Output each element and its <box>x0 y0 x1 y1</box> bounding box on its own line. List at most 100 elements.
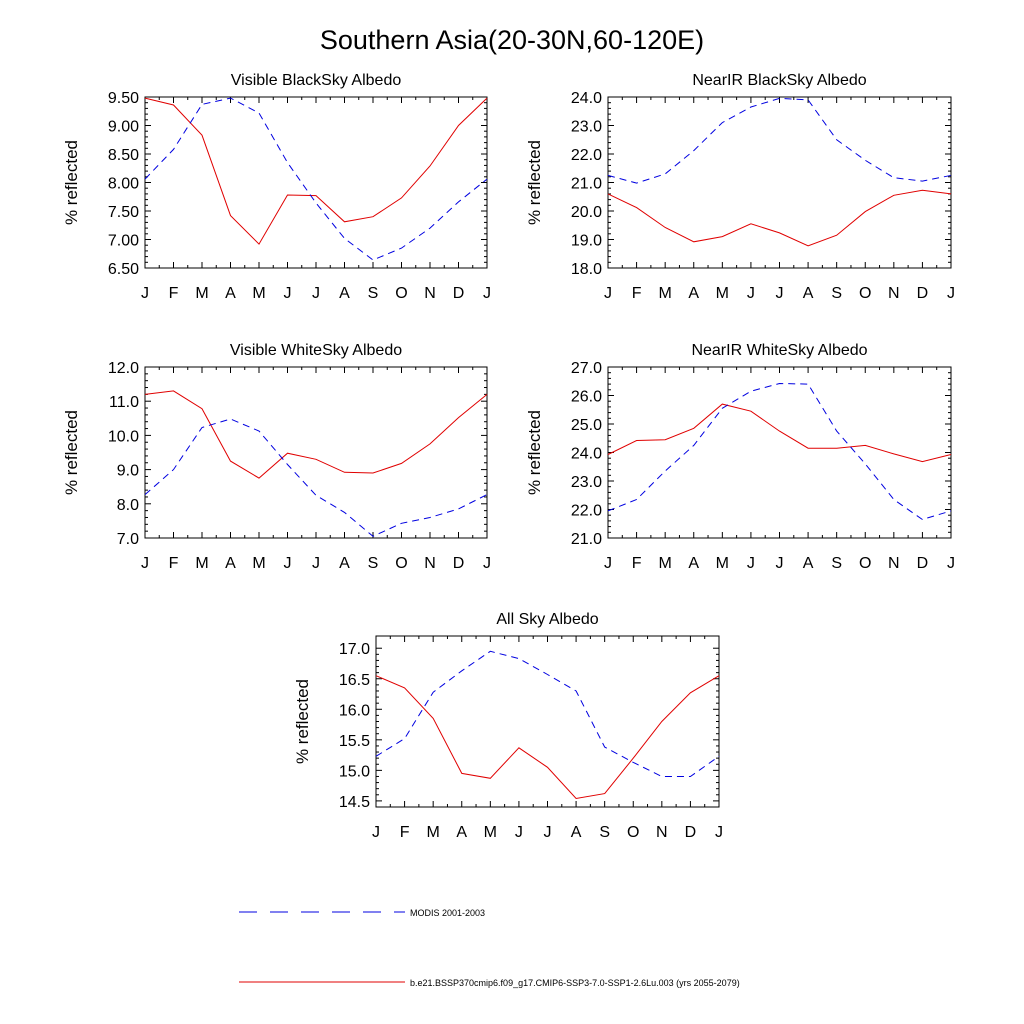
y-tick-label: 22.0 <box>571 503 602 520</box>
x-tick-label: F <box>632 555 642 572</box>
x-tick-label: J <box>747 555 755 572</box>
x-tick-label: A <box>688 285 699 302</box>
x-tick-label: A <box>339 555 350 572</box>
x-tick-label: J <box>776 555 784 572</box>
x-tick-label: O <box>395 285 407 302</box>
x-tick-label: F <box>632 285 642 302</box>
figure-title: Southern Asia(20-30N,60-120E) <box>320 25 704 55</box>
series-line-model <box>144 97 488 245</box>
x-tick-label: S <box>831 285 842 302</box>
x-tick-label: N <box>888 555 900 572</box>
x-tick-label: D <box>453 285 465 302</box>
x-tick-label: A <box>339 285 350 302</box>
x-tick-label: S <box>599 824 610 841</box>
y-tick-label: 7.0 <box>117 531 139 548</box>
x-tick-label: J <box>715 824 723 841</box>
x-tick-label: J <box>747 285 755 302</box>
x-tick-label: J <box>483 285 491 302</box>
y-tick-label: 16.5 <box>339 672 370 689</box>
y-tick-label: 21.0 <box>571 531 602 548</box>
y-tick-label: 6.50 <box>108 261 139 278</box>
x-tick-label: S <box>368 555 379 572</box>
x-tick-label: F <box>169 285 179 302</box>
y-tick-label: 9.0 <box>117 463 139 480</box>
plot-frame <box>607 366 952 539</box>
y-tick-label: 21.0 <box>571 176 602 193</box>
plot-frame <box>375 635 720 808</box>
x-tick-label: J <box>604 555 612 572</box>
y-tick-label: 10.0 <box>108 428 139 445</box>
x-tick-label: M <box>252 555 265 572</box>
x-tick-label: N <box>888 285 900 302</box>
x-tick-label: J <box>544 824 552 841</box>
x-tick-label: M <box>195 555 208 572</box>
x-tick-label: S <box>831 555 842 572</box>
y-axis-label: % reflected <box>62 140 81 225</box>
y-tick-label: 9.50 <box>108 90 139 107</box>
y-tick-label: 18.0 <box>571 261 602 278</box>
x-tick-label: J <box>372 824 380 841</box>
y-tick-label: 15.5 <box>339 733 370 750</box>
y-tick-label: 11.0 <box>109 394 139 411</box>
y-tick-label: 24.0 <box>571 446 602 463</box>
y-tick-label: 16.0 <box>339 702 370 719</box>
x-tick-label: J <box>483 555 491 572</box>
panel-title: NearIR WhiteSky Albedo <box>691 342 867 359</box>
plot-frame <box>144 96 488 269</box>
x-tick-label: F <box>169 555 179 572</box>
x-tick-label: J <box>141 555 149 572</box>
x-tick-label: J <box>141 285 149 302</box>
legend: MODIS 2001-2003 b.e21.BSSP370cmip6.f09_g… <box>239 908 740 988</box>
y-tick-label: 9.00 <box>108 119 139 136</box>
x-tick-label: J <box>776 285 784 302</box>
series-line-model <box>607 189 952 247</box>
x-tick-label: N <box>424 555 436 572</box>
x-tick-label: M <box>427 824 440 841</box>
y-tick-label: 23.0 <box>571 474 602 491</box>
y-tick-label: 15.0 <box>339 763 370 780</box>
x-tick-label: M <box>484 824 497 841</box>
legend-model-label: b.e21.BSSP370cmip6.f09_g17.CMIP6-SSP3-7.… <box>410 978 740 988</box>
legend-obs-label: MODIS 2001-2003 <box>410 908 485 918</box>
y-tick-label: 7.50 <box>108 204 139 221</box>
panel-title: Visible BlackSky Albedo <box>231 72 402 89</box>
x-tick-label: A <box>456 824 467 841</box>
x-tick-label: J <box>604 285 612 302</box>
x-tick-label: D <box>453 555 465 572</box>
x-tick-label: A <box>688 555 699 572</box>
y-tick-label: 22.0 <box>571 147 602 164</box>
x-tick-label: F <box>400 824 410 841</box>
y-tick-label: 8.00 <box>108 176 139 193</box>
x-tick-label: D <box>685 824 697 841</box>
y-tick-label: 14.5 <box>339 794 370 811</box>
panel-title: NearIR BlackSky Albedo <box>692 72 866 89</box>
x-tick-label: J <box>284 555 292 572</box>
x-tick-label: O <box>395 555 407 572</box>
x-tick-label: D <box>917 555 929 572</box>
plot-frame <box>607 96 952 269</box>
x-tick-label: N <box>656 824 668 841</box>
series-line-model <box>144 390 488 479</box>
x-tick-label: J <box>947 555 955 572</box>
x-tick-label: M <box>716 285 729 302</box>
series-line-modis <box>375 650 720 777</box>
x-tick-label: A <box>803 285 814 302</box>
y-tick-label: 17.0 <box>339 641 370 658</box>
x-tick-label: M <box>659 555 672 572</box>
x-tick-label: J <box>284 285 292 302</box>
y-tick-label: 19.0 <box>571 233 602 250</box>
x-tick-label: M <box>716 555 729 572</box>
series-line-model <box>375 675 720 800</box>
x-tick-label: J <box>947 285 955 302</box>
panel-title: Visible WhiteSky Albedo <box>230 342 402 359</box>
y-tick-label: 8.50 <box>108 147 139 164</box>
series-line-modis <box>607 97 952 184</box>
x-tick-label: A <box>803 555 814 572</box>
y-tick-label: 23.0 <box>571 119 602 136</box>
y-tick-label: 26.0 <box>571 389 602 406</box>
x-tick-label: A <box>571 824 582 841</box>
